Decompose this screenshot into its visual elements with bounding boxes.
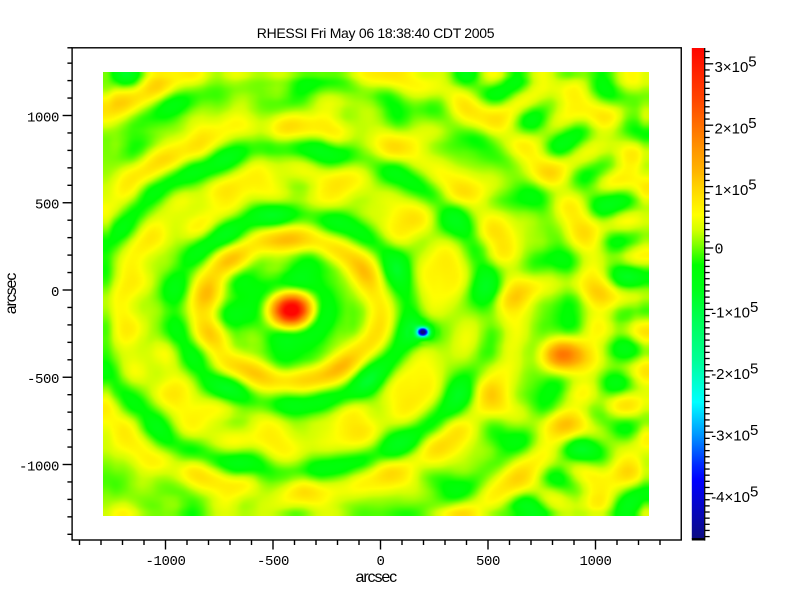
svg-text:-500: -500 <box>27 372 59 388</box>
svg-text:arcsec: arcsec <box>3 273 20 315</box>
svg-text:500: 500 <box>35 198 59 214</box>
svg-text:-3×105: -3×105 <box>711 422 758 445</box>
svg-text:RHESSI Fri May 06 18:38:40 CDT: RHESSI Fri May 06 18:38:40 CDT 2005 <box>257 25 495 41</box>
svg-text:-1000: -1000 <box>19 459 59 475</box>
svg-text:arcsec: arcsec <box>356 569 398 586</box>
svg-text:1000: 1000 <box>579 554 611 570</box>
svg-text:-1×105: -1×105 <box>711 299 758 322</box>
svg-text:500: 500 <box>476 554 500 570</box>
svg-text:0: 0 <box>715 242 724 259</box>
svg-text:-4×105: -4×105 <box>711 483 758 506</box>
svg-text:1×105: 1×105 <box>715 176 757 199</box>
svg-text:0: 0 <box>376 554 384 570</box>
svg-text:-2×105: -2×105 <box>711 361 758 384</box>
svg-text:-1000: -1000 <box>145 554 185 570</box>
svg-text:0: 0 <box>51 285 59 301</box>
svg-text:-500: -500 <box>257 554 289 570</box>
svg-text:3×105: 3×105 <box>715 54 757 77</box>
svg-text:2×105: 2×105 <box>715 115 757 138</box>
svg-text:1000: 1000 <box>27 110 59 126</box>
